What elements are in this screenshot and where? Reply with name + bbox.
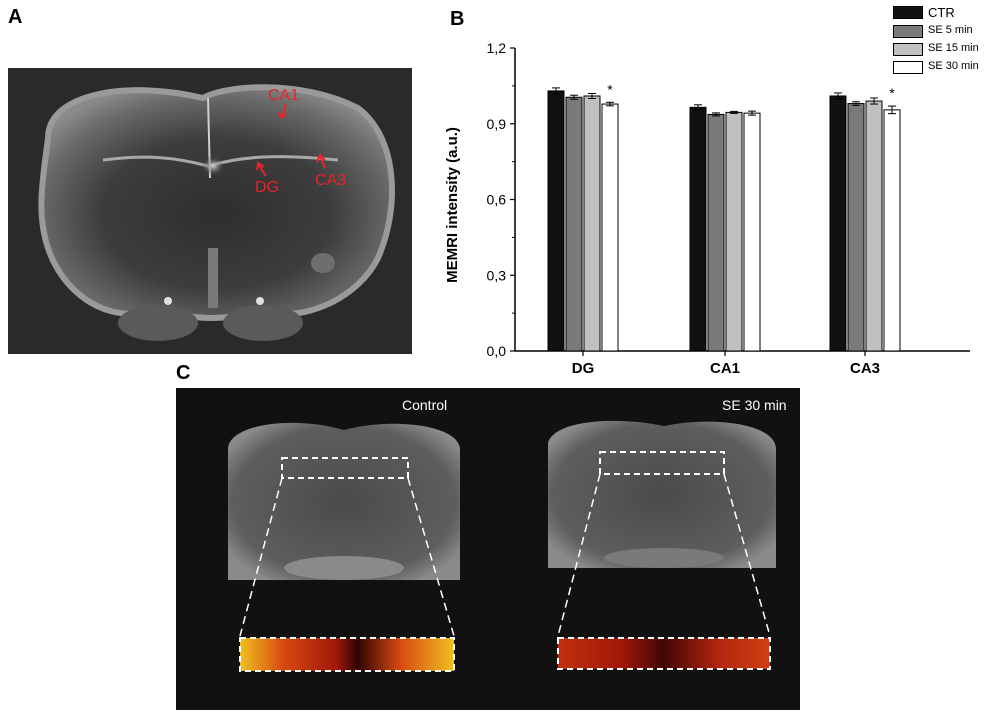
panel-label-a: A [8, 6, 23, 28]
legend-label: SE 5 min [928, 24, 973, 36]
legend-swatch [893, 43, 923, 56]
ca1-label: CA1 [268, 87, 299, 104]
panel-a-mri-image: CA1 DG CA3 [8, 68, 412, 354]
x-tick-label: CA1 [710, 360, 740, 377]
y-axis-label: MEMRI intensity (a.u.) [444, 127, 461, 283]
y-tick-label: 0,3 [487, 267, 507, 283]
control-label: Control [402, 397, 448, 413]
bar [565, 96, 583, 352]
significance-marker: * [889, 85, 895, 101]
ca3-arrow-icon [319, 155, 326, 169]
panel-label-c: C [176, 362, 191, 384]
dg-label: DG [255, 179, 279, 196]
legend-swatch [893, 6, 923, 19]
legend-label: CTR [928, 5, 955, 20]
legend-label: SE 30 min [928, 60, 979, 72]
y-tick-label: 0,9 [487, 116, 507, 132]
bar [847, 103, 865, 352]
ca3-label: CA3 [315, 172, 346, 189]
bar [583, 95, 601, 352]
dg-arrow-icon [257, 163, 267, 177]
se30-label: SE 30 min [722, 397, 787, 413]
bar-chart: 0,0 0,3 0,6 0,9 1,2 DG CA1 CA3 * * MEMRI intensi… [444, 40, 970, 377]
legend-label: SE 15 min [928, 42, 979, 54]
bar [743, 112, 761, 352]
ca1-arrow-icon [281, 103, 287, 117]
control-heatmap [239, 637, 455, 672]
significance-marker: * [607, 81, 613, 97]
x-tick-label: CA3 [850, 360, 880, 377]
bar [883, 109, 901, 352]
y-tick-label: 1,2 [487, 40, 507, 56]
se30-heatmap [557, 637, 771, 670]
x-tick-label: DG [572, 360, 595, 377]
bar [725, 111, 743, 352]
bar [689, 106, 707, 352]
y-tick-label: 0,6 [487, 192, 507, 208]
panel-c-mri-comparison [176, 388, 800, 710]
bar [829, 95, 847, 352]
bar [601, 103, 619, 352]
bar [707, 113, 725, 352]
panel-label-b: B [450, 8, 465, 30]
legend-swatch [893, 61, 923, 74]
legend-swatch [893, 25, 923, 38]
bar [865, 100, 883, 352]
bar [547, 90, 565, 352]
y-tick-label: 0,0 [487, 343, 507, 359]
